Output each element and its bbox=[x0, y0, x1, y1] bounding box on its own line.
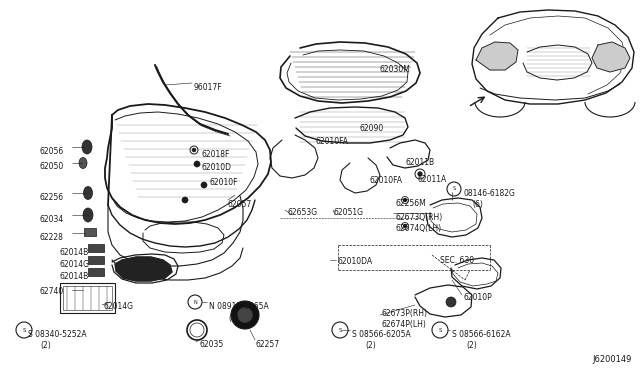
Text: 62256M: 62256M bbox=[395, 199, 426, 208]
Text: 62228: 62228 bbox=[39, 233, 63, 242]
Text: 62674P(LH): 62674P(LH) bbox=[381, 320, 426, 329]
Text: (6): (6) bbox=[228, 314, 239, 323]
Text: 62030M: 62030M bbox=[380, 65, 411, 74]
Bar bbox=[88, 268, 104, 276]
Text: 62051G: 62051G bbox=[334, 208, 364, 217]
Circle shape bbox=[418, 172, 422, 176]
Text: J6200149: J6200149 bbox=[593, 355, 632, 364]
Text: 62653G: 62653G bbox=[287, 208, 317, 217]
Text: S: S bbox=[339, 327, 342, 333]
Text: (2): (2) bbox=[365, 341, 376, 350]
Circle shape bbox=[194, 161, 200, 167]
Ellipse shape bbox=[83, 186, 93, 199]
Text: 62257: 62257 bbox=[256, 340, 280, 349]
Text: SEC. 630: SEC. 630 bbox=[440, 256, 474, 265]
Circle shape bbox=[201, 182, 207, 188]
Text: 62057: 62057 bbox=[228, 200, 252, 209]
Text: S: S bbox=[452, 186, 456, 192]
Text: 62014G: 62014G bbox=[60, 260, 90, 269]
Text: 62740: 62740 bbox=[39, 287, 63, 296]
Text: 62010F: 62010F bbox=[210, 178, 239, 187]
Text: S: S bbox=[22, 327, 26, 333]
Ellipse shape bbox=[83, 208, 93, 222]
Text: (2): (2) bbox=[466, 341, 477, 350]
Ellipse shape bbox=[79, 157, 87, 169]
Text: N 08913-6365A: N 08913-6365A bbox=[209, 302, 269, 311]
Text: 62090: 62090 bbox=[360, 124, 384, 133]
Text: 62673Q(RH): 62673Q(RH) bbox=[395, 213, 442, 222]
Text: (2): (2) bbox=[40, 341, 51, 350]
Text: 62056: 62056 bbox=[39, 147, 63, 156]
Circle shape bbox=[403, 224, 406, 228]
Text: N: N bbox=[193, 299, 197, 305]
Circle shape bbox=[446, 297, 456, 307]
Polygon shape bbox=[115, 257, 172, 281]
Circle shape bbox=[182, 197, 188, 203]
Bar bbox=[63, 286, 112, 310]
Text: 62034: 62034 bbox=[39, 215, 63, 224]
Circle shape bbox=[403, 199, 406, 202]
Text: S 08340-5252A: S 08340-5252A bbox=[28, 330, 86, 339]
Text: 62010DA: 62010DA bbox=[338, 257, 373, 266]
Text: 62014B: 62014B bbox=[60, 272, 89, 281]
Text: 62010P: 62010P bbox=[464, 293, 493, 302]
Text: 62010D: 62010D bbox=[202, 163, 232, 172]
Text: 62256: 62256 bbox=[39, 193, 63, 202]
Circle shape bbox=[231, 301, 259, 329]
Text: (6): (6) bbox=[472, 200, 483, 209]
Text: S 08566-6162A: S 08566-6162A bbox=[452, 330, 511, 339]
Bar bbox=[84, 228, 96, 236]
Circle shape bbox=[237, 307, 253, 323]
Bar bbox=[88, 244, 104, 252]
Text: 62014G: 62014G bbox=[103, 302, 133, 311]
Text: 62673P(RH): 62673P(RH) bbox=[381, 309, 427, 318]
Text: 96017F: 96017F bbox=[193, 83, 221, 92]
Polygon shape bbox=[476, 42, 518, 70]
Text: 62010FA: 62010FA bbox=[370, 176, 403, 185]
Text: S 08566-6205A: S 08566-6205A bbox=[352, 330, 411, 339]
Text: S: S bbox=[438, 327, 442, 333]
Bar bbox=[60, 283, 115, 313]
Text: 62014B: 62014B bbox=[60, 248, 89, 257]
Text: 62018F: 62018F bbox=[202, 150, 230, 159]
Text: 62011B: 62011B bbox=[406, 158, 435, 167]
Text: 62010FA: 62010FA bbox=[316, 137, 349, 146]
Circle shape bbox=[192, 148, 196, 152]
Text: 62011A: 62011A bbox=[418, 175, 447, 184]
Text: 62674Q(LH): 62674Q(LH) bbox=[395, 224, 441, 233]
Bar bbox=[88, 256, 104, 264]
Text: 62035: 62035 bbox=[200, 340, 224, 349]
Text: 62050: 62050 bbox=[39, 162, 63, 171]
Ellipse shape bbox=[82, 140, 92, 154]
Text: 08146-6182G: 08146-6182G bbox=[464, 189, 516, 198]
Polygon shape bbox=[592, 42, 630, 72]
